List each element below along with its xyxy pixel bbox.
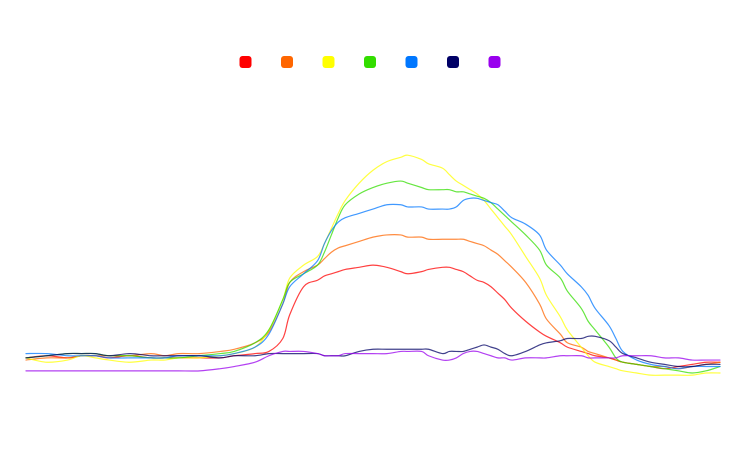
legend-marker-5[interactable] <box>405 56 418 68</box>
legend-marker-7[interactable] <box>488 56 501 68</box>
series-line-4[interactable] <box>25 180 721 374</box>
legend-marker-3[interactable] <box>322 56 335 68</box>
series-line-6[interactable] <box>25 335 721 368</box>
plot-area <box>25 154 721 376</box>
series-line-7[interactable] <box>25 350 721 372</box>
series-line-3[interactable] <box>25 154 721 376</box>
legend-marker-4[interactable] <box>364 56 376 68</box>
legend-marker-2[interactable] <box>281 56 293 68</box>
legend <box>239 56 501 68</box>
series-line-5[interactable] <box>25 197 721 370</box>
legend-marker-1[interactable] <box>239 56 252 68</box>
series-line-2[interactable] <box>25 234 721 370</box>
legend-marker-6[interactable] <box>447 56 459 68</box>
